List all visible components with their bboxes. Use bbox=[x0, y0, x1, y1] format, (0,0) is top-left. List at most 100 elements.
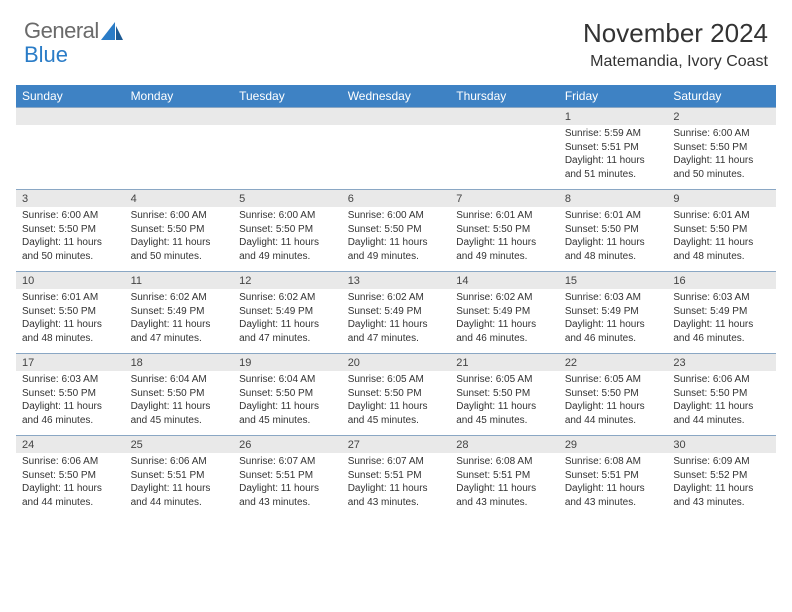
day-detail-cell bbox=[16, 125, 125, 190]
sunrise-text: Sunrise: 6:02 AM bbox=[131, 291, 228, 305]
day-number-cell: 20 bbox=[342, 354, 451, 372]
day-number-cell bbox=[233, 108, 342, 126]
day-number-cell: 22 bbox=[559, 354, 668, 372]
day-number-cell: 5 bbox=[233, 190, 342, 208]
day-detail-cell: Sunrise: 6:06 AMSunset: 5:51 PMDaylight:… bbox=[125, 453, 234, 517]
daylight-text: Daylight: 11 hours and 44 minutes. bbox=[131, 482, 228, 509]
day-number-cell: 8 bbox=[559, 190, 668, 208]
sunrise-text: Sunrise: 6:06 AM bbox=[22, 455, 119, 469]
sunrise-text: Sunrise: 6:00 AM bbox=[22, 209, 119, 223]
day-number-cell: 16 bbox=[667, 272, 776, 290]
day-number-cell bbox=[125, 108, 234, 126]
title-block: November 2024 Matemandia, Ivory Coast bbox=[583, 18, 768, 71]
day-detail-cell: Sunrise: 6:06 AMSunset: 5:50 PMDaylight:… bbox=[16, 453, 125, 517]
day-number-cell: 29 bbox=[559, 436, 668, 454]
day-detail-cell: Sunrise: 6:08 AMSunset: 5:51 PMDaylight:… bbox=[450, 453, 559, 517]
day-number-cell: 15 bbox=[559, 272, 668, 290]
day-number-cell bbox=[450, 108, 559, 126]
daylight-text: Daylight: 11 hours and 43 minutes. bbox=[673, 482, 770, 509]
sunrise-text: Sunrise: 5:59 AM bbox=[565, 127, 662, 141]
day-number-cell: 19 bbox=[233, 354, 342, 372]
sunrise-text: Sunrise: 6:01 AM bbox=[456, 209, 553, 223]
daylight-text: Daylight: 11 hours and 44 minutes. bbox=[565, 400, 662, 427]
daylight-text: Daylight: 11 hours and 49 minutes. bbox=[456, 236, 553, 263]
sunrise-text: Sunrise: 6:02 AM bbox=[348, 291, 445, 305]
daylight-text: Daylight: 11 hours and 46 minutes. bbox=[22, 400, 119, 427]
sunset-text: Sunset: 5:50 PM bbox=[239, 387, 336, 401]
sunset-text: Sunset: 5:50 PM bbox=[348, 223, 445, 237]
daylight-text: Daylight: 11 hours and 43 minutes. bbox=[456, 482, 553, 509]
day-detail-cell: Sunrise: 6:01 AMSunset: 5:50 PMDaylight:… bbox=[667, 207, 776, 272]
detail-row: Sunrise: 6:00 AMSunset: 5:50 PMDaylight:… bbox=[16, 207, 776, 272]
day-detail-cell: Sunrise: 6:07 AMSunset: 5:51 PMDaylight:… bbox=[233, 453, 342, 517]
sunrise-text: Sunrise: 6:02 AM bbox=[456, 291, 553, 305]
daylight-text: Daylight: 11 hours and 46 minutes. bbox=[565, 318, 662, 345]
sunset-text: Sunset: 5:50 PM bbox=[565, 223, 662, 237]
day-detail-cell: Sunrise: 6:01 AMSunset: 5:50 PMDaylight:… bbox=[450, 207, 559, 272]
daylight-text: Daylight: 11 hours and 45 minutes. bbox=[348, 400, 445, 427]
daynum-row: 24252627282930 bbox=[16, 436, 776, 454]
sunset-text: Sunset: 5:50 PM bbox=[673, 141, 770, 155]
dow-friday: Friday bbox=[559, 85, 668, 108]
sunrise-text: Sunrise: 6:03 AM bbox=[673, 291, 770, 305]
sunrise-text: Sunrise: 6:00 AM bbox=[673, 127, 770, 141]
daylight-text: Daylight: 11 hours and 48 minutes. bbox=[565, 236, 662, 263]
sunset-text: Sunset: 5:50 PM bbox=[22, 305, 119, 319]
daylight-text: Daylight: 11 hours and 48 minutes. bbox=[673, 236, 770, 263]
day-detail-cell: Sunrise: 6:01 AMSunset: 5:50 PMDaylight:… bbox=[559, 207, 668, 272]
detail-row: Sunrise: 6:01 AMSunset: 5:50 PMDaylight:… bbox=[16, 289, 776, 354]
sunrise-text: Sunrise: 6:00 AM bbox=[348, 209, 445, 223]
dow-tuesday: Tuesday bbox=[233, 85, 342, 108]
sunrise-text: Sunrise: 6:08 AM bbox=[565, 455, 662, 469]
location: Matemandia, Ivory Coast bbox=[583, 53, 768, 71]
day-detail-cell bbox=[342, 125, 451, 190]
daylight-text: Daylight: 11 hours and 50 minutes. bbox=[131, 236, 228, 263]
daylight-text: Daylight: 11 hours and 47 minutes. bbox=[131, 318, 228, 345]
sunset-text: Sunset: 5:52 PM bbox=[673, 469, 770, 483]
day-number-cell: 24 bbox=[16, 436, 125, 454]
sunset-text: Sunset: 5:51 PM bbox=[348, 469, 445, 483]
daynum-row: 17181920212223 bbox=[16, 354, 776, 372]
day-number-cell: 18 bbox=[125, 354, 234, 372]
sunrise-text: Sunrise: 6:04 AM bbox=[239, 373, 336, 387]
daylight-text: Daylight: 11 hours and 45 minutes. bbox=[456, 400, 553, 427]
day-number-cell: 25 bbox=[125, 436, 234, 454]
day-number-cell: 21 bbox=[450, 354, 559, 372]
sunset-text: Sunset: 5:50 PM bbox=[131, 387, 228, 401]
day-detail-cell: Sunrise: 6:00 AMSunset: 5:50 PMDaylight:… bbox=[233, 207, 342, 272]
sunset-text: Sunset: 5:49 PM bbox=[565, 305, 662, 319]
daynum-row: 3456789 bbox=[16, 190, 776, 208]
day-number-cell: 23 bbox=[667, 354, 776, 372]
dow-sunday: Sunday bbox=[16, 85, 125, 108]
day-detail-cell: Sunrise: 6:03 AMSunset: 5:49 PMDaylight:… bbox=[667, 289, 776, 354]
day-number-cell: 1 bbox=[559, 108, 668, 126]
day-number-cell: 30 bbox=[667, 436, 776, 454]
daylight-text: Daylight: 11 hours and 51 minutes. bbox=[565, 154, 662, 181]
day-number-cell: 4 bbox=[125, 190, 234, 208]
day-detail-cell: Sunrise: 6:03 AMSunset: 5:50 PMDaylight:… bbox=[16, 371, 125, 436]
brand-logo: General bbox=[24, 18, 123, 44]
page-header: General November 2024 Matemandia, Ivory … bbox=[0, 0, 792, 81]
dow-row: Sunday Monday Tuesday Wednesday Thursday… bbox=[16, 85, 776, 108]
daylight-text: Daylight: 11 hours and 43 minutes. bbox=[565, 482, 662, 509]
sunset-text: Sunset: 5:50 PM bbox=[22, 387, 119, 401]
sunset-text: Sunset: 5:50 PM bbox=[673, 387, 770, 401]
day-detail-cell: Sunrise: 6:00 AMSunset: 5:50 PMDaylight:… bbox=[667, 125, 776, 190]
day-number-cell: 11 bbox=[125, 272, 234, 290]
detail-row: Sunrise: 5:59 AMSunset: 5:51 PMDaylight:… bbox=[16, 125, 776, 190]
calendar-table: Sunday Monday Tuesday Wednesday Thursday… bbox=[16, 85, 776, 517]
day-number-cell: 7 bbox=[450, 190, 559, 208]
sunset-text: Sunset: 5:50 PM bbox=[348, 387, 445, 401]
day-detail-cell: Sunrise: 6:00 AMSunset: 5:50 PMDaylight:… bbox=[125, 207, 234, 272]
sunrise-text: Sunrise: 6:01 AM bbox=[565, 209, 662, 223]
daylight-text: Daylight: 11 hours and 43 minutes. bbox=[348, 482, 445, 509]
day-detail-cell: Sunrise: 6:05 AMSunset: 5:50 PMDaylight:… bbox=[342, 371, 451, 436]
daylight-text: Daylight: 11 hours and 47 minutes. bbox=[239, 318, 336, 345]
sunrise-text: Sunrise: 6:07 AM bbox=[348, 455, 445, 469]
sunrise-text: Sunrise: 6:06 AM bbox=[673, 373, 770, 387]
day-detail-cell: Sunrise: 6:07 AMSunset: 5:51 PMDaylight:… bbox=[342, 453, 451, 517]
day-detail-cell: Sunrise: 6:00 AMSunset: 5:50 PMDaylight:… bbox=[342, 207, 451, 272]
day-detail-cell bbox=[450, 125, 559, 190]
daylight-text: Daylight: 11 hours and 46 minutes. bbox=[456, 318, 553, 345]
sunset-text: Sunset: 5:50 PM bbox=[673, 223, 770, 237]
